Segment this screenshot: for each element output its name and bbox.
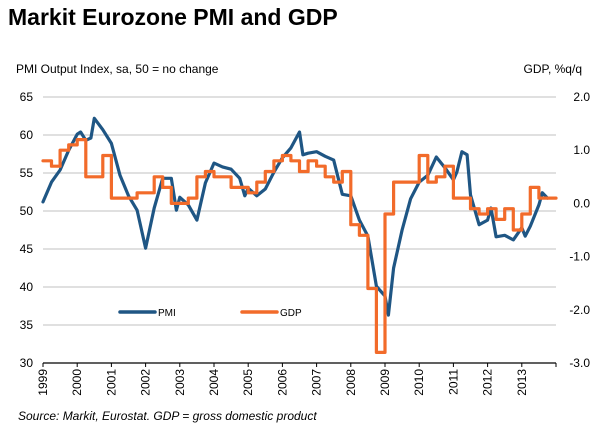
left-axis-ticks: 30 35 40 45 50 55 60 65 <box>20 90 34 370</box>
left-tick-label: 65 <box>20 90 34 104</box>
legend-label-pmi: PMI <box>158 308 176 319</box>
x-tick-label: 2002 <box>139 369 153 396</box>
right-tick-label: 1.0 <box>573 143 590 157</box>
right-tick-label: 2.0 <box>573 90 590 104</box>
legend: PMI GDP <box>118 308 302 319</box>
series-lines <box>41 116 558 354</box>
x-tick-label: 2001 <box>104 369 118 396</box>
x-axis: 1999 2000 2001 2002 2003 2004 2005 2006 2007 2008… <box>36 362 557 396</box>
x-tick-label: 2012 <box>481 369 495 396</box>
x-tick-label: 2009 <box>378 369 392 396</box>
x-tick-label: 2011 <box>446 369 460 395</box>
x-tick-label: 2004 <box>207 369 221 396</box>
x-tick-label: 2005 <box>241 369 255 396</box>
x-tick-label: 1999 <box>36 369 50 396</box>
series-line-pmi <box>41 116 550 317</box>
left-tick-label: 60 <box>20 128 34 142</box>
left-tick-label: 55 <box>20 166 34 180</box>
left-tick-label: 30 <box>20 356 34 370</box>
right-axis-ticks: -3.0 -2.0 -1.0 0.0 1.0 2.0 <box>569 90 590 370</box>
right-tick-label: -3.0 <box>569 356 590 370</box>
x-tick-label: 2003 <box>173 369 187 396</box>
right-tick-label: -2.0 <box>569 303 590 317</box>
legend-label-gdp: GDP <box>280 308 302 319</box>
left-tick-label: 40 <box>20 280 34 294</box>
chart-title: Markit Eurozone PMI and GDP <box>8 4 338 30</box>
x-tick-label: 2008 <box>344 369 358 396</box>
x-tick-label: 2013 <box>515 369 529 396</box>
x-tick-label: 2007 <box>310 369 324 396</box>
right-tick-label: -1.0 <box>569 250 590 264</box>
left-tick-label: 50 <box>20 204 34 218</box>
left-tick-label: 35 <box>20 318 34 332</box>
x-tick-label: 2010 <box>412 369 426 396</box>
right-tick-label: 0.0 <box>573 196 590 210</box>
x-tick-label: 2006 <box>275 369 289 396</box>
source-note: Source: Markit, Eurostat. GDP = gross do… <box>18 409 317 423</box>
left-axis-label: PMI Output Index, sa, 50 = no change <box>16 62 219 76</box>
right-axis-label: GDP, %q/q <box>523 62 582 76</box>
left-tick-label: 45 <box>20 242 34 256</box>
x-tick-label: 2000 <box>70 369 84 396</box>
series-line-gdp <box>41 138 558 354</box>
